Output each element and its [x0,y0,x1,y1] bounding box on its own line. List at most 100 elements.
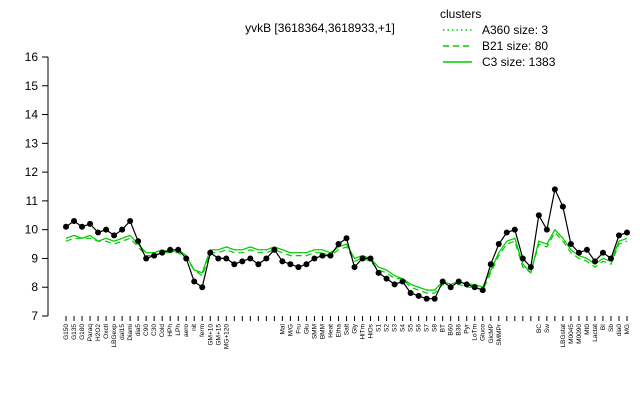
data-point [223,255,230,262]
data-point [183,255,190,262]
legend-label: C3 size: 1383 [482,55,556,69]
x-tick-label: ferm [199,324,206,337]
data-point [263,255,270,262]
x-tick-label: BC [536,324,543,333]
y-tick-label: 10 [25,223,39,237]
data-point [167,246,174,253]
y-tick-label: 16 [25,50,39,64]
data-point [319,252,326,259]
data-point [63,223,69,230]
x-tick-label: HiTm [360,324,367,340]
data-point [391,281,398,288]
data-point [279,258,286,265]
data-point [583,246,590,253]
data-point [567,241,574,248]
legend-label: B21 size: 80 [482,39,548,53]
x-tick-label: Pyr [464,323,471,334]
data-point [487,261,494,268]
data-point [511,226,518,233]
data-point [624,229,630,236]
x-tick-label: Glu [303,324,310,335]
x-tick-label: Gly [352,323,359,334]
x-tick-label: dal15 [119,324,126,340]
data-point [151,252,158,259]
data-point [87,220,94,227]
data-point [127,218,134,225]
data-point [335,241,342,248]
x-tick-label: aero [183,324,190,337]
data-point [295,264,302,271]
y-tick-label: 9 [31,251,38,265]
data-point [479,287,486,294]
x-tick-label: dia0 [616,324,623,337]
data-point [543,226,550,233]
data-point [503,229,510,236]
x-tick-label: GlcMP [488,324,495,344]
x-tick-label: MG+120 [223,324,230,349]
x-tick-label: Paraq [87,324,94,342]
x-tick-label: LoTm [472,324,479,341]
x-tick-label: B36 [456,324,463,336]
data-point [271,246,278,253]
series-line [65,231,628,294]
data-point [119,226,126,233]
data-point [431,295,438,302]
legend-title: clusters [440,7,481,21]
data-point [439,278,446,285]
x-tick-label: SMM [311,324,318,339]
x-tick-label: HPh [167,324,174,337]
data-point [247,255,254,262]
x-tick-label: BMM [319,324,326,339]
x-tick-label: G135 [71,324,78,340]
data-point [551,186,558,193]
data-point [103,226,110,233]
data-point [399,278,406,285]
data-point [599,249,606,256]
x-tick-label: nit [191,324,198,331]
x-tick-label: Cold [159,324,166,338]
x-tick-label: S3 [392,324,399,332]
data-point [343,235,350,242]
y-tick-label: 12 [25,165,39,179]
x-tick-label: Salt [344,324,351,335]
x-tick-label: Mal [279,323,286,334]
data-point [455,278,462,285]
x-tick-label: S6 [416,324,423,332]
x-tick-label: SMMPr [496,323,503,346]
x-tick-label: M0090 [576,324,583,344]
y-tick-label: 7 [31,309,38,323]
data-point [423,295,430,302]
x-tick-label: LBGstat [560,324,567,348]
x-tick-label: Oxctl [103,323,110,338]
x-tick-label: H2O2 [95,324,102,341]
data-point [239,258,246,265]
data-point [143,255,150,262]
x-tick-label: S7 [424,324,431,332]
data-point [159,249,166,256]
x-tick-label: HiOs [368,323,375,338]
x-tick-label: M0045 [568,324,575,344]
x-tick-label: S8 [432,324,439,332]
data-point [463,281,470,288]
x-tick-label: B60 [448,324,455,336]
x-tick-label: LPh [175,324,182,336]
data-point [375,269,382,276]
data-point [175,246,182,253]
x-tick-label: dia5 [135,324,142,337]
data-point [207,249,214,256]
data-point [311,255,318,262]
data-point [607,255,614,262]
data-point [535,212,542,219]
data-point [495,241,502,248]
x-tick-label: Sw [544,324,551,333]
data-point [135,238,142,245]
y-tick-label: 8 [31,280,38,294]
x-tick-label: BT [440,324,447,332]
x-tick-label: LBGexp [111,324,118,348]
x-tick-label: Heat [327,324,334,338]
chart-title: yvkB [3618364,3618933,+1] [245,21,395,35]
data-point [79,223,86,230]
data-point [191,278,198,285]
data-point [519,255,526,262]
